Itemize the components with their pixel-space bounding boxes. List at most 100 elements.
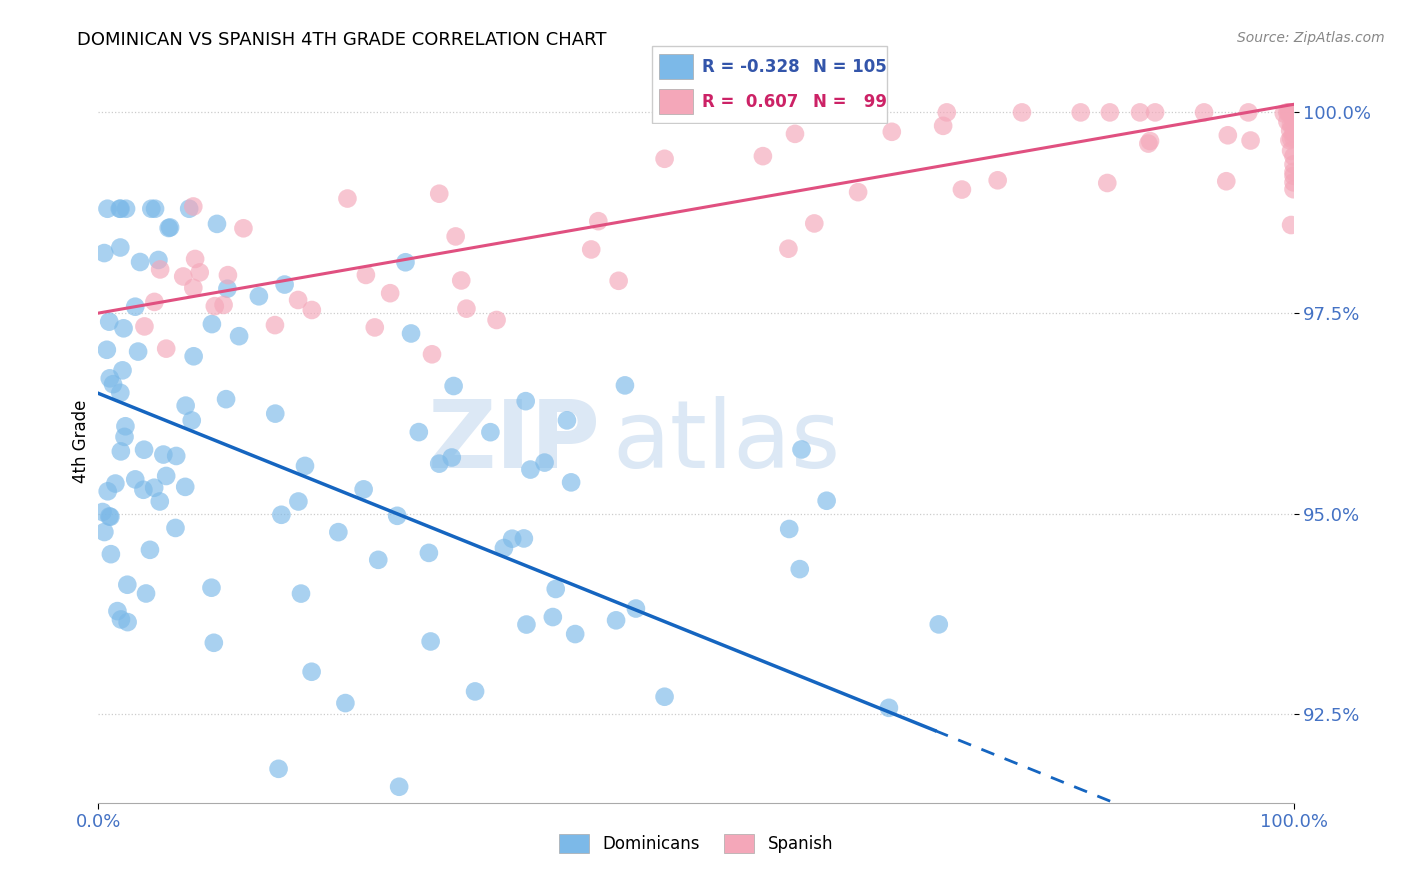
Point <box>456 301 478 316</box>
Point <box>987 173 1010 187</box>
Point <box>1282 169 1305 183</box>
Point <box>294 458 316 473</box>
Point <box>1139 134 1161 148</box>
Point <box>110 444 132 458</box>
Point <box>107 604 129 618</box>
Point <box>1282 105 1305 120</box>
Point <box>1282 182 1305 196</box>
Point <box>155 342 177 356</box>
Point <box>232 221 254 235</box>
Point <box>129 255 152 269</box>
Point <box>420 347 443 361</box>
Point <box>1279 123 1302 137</box>
Point <box>1282 105 1305 120</box>
Point <box>205 217 228 231</box>
Point <box>880 125 903 139</box>
Point <box>98 315 121 329</box>
Point <box>290 586 312 600</box>
Point <box>184 252 207 266</box>
Point <box>301 665 323 679</box>
Point <box>950 183 973 197</box>
Point <box>110 202 132 216</box>
Text: N =   99: N = 99 <box>813 93 887 112</box>
Point <box>134 319 156 334</box>
Y-axis label: 4th Grade: 4th Grade <box>72 400 90 483</box>
Point <box>1282 105 1305 120</box>
Point <box>124 472 146 486</box>
Point <box>419 634 441 648</box>
Point <box>143 202 166 216</box>
Point <box>394 255 416 269</box>
Point <box>1215 174 1237 188</box>
Text: ZIP: ZIP <box>427 395 600 488</box>
Point <box>124 300 146 314</box>
Point <box>188 265 211 279</box>
Point <box>101 377 124 392</box>
Point <box>464 684 486 698</box>
Point <box>1098 105 1121 120</box>
Point <box>560 475 582 490</box>
Point <box>110 385 132 400</box>
Point <box>247 289 270 303</box>
Point <box>1282 105 1305 120</box>
Point <box>555 413 578 427</box>
FancyBboxPatch shape <box>659 88 693 114</box>
Point <box>1279 118 1302 132</box>
Point <box>1282 105 1305 120</box>
Point <box>803 216 825 230</box>
Point <box>1216 128 1239 143</box>
Point <box>335 696 357 710</box>
Point <box>408 425 430 439</box>
Point <box>367 553 389 567</box>
Point <box>485 313 508 327</box>
Text: R = -0.328: R = -0.328 <box>703 58 800 76</box>
Point <box>270 508 292 522</box>
Point <box>1281 105 1303 120</box>
Point <box>1278 133 1301 147</box>
Point <box>1279 105 1302 120</box>
Point <box>202 636 225 650</box>
Point <box>96 202 118 216</box>
Point <box>541 610 564 624</box>
Point <box>287 293 309 307</box>
Point <box>815 493 838 508</box>
Point <box>174 480 197 494</box>
Point <box>427 186 450 201</box>
Point <box>148 252 170 267</box>
Point <box>387 508 409 523</box>
Point <box>544 582 567 596</box>
FancyBboxPatch shape <box>652 46 887 123</box>
Point <box>1011 105 1033 120</box>
Point <box>1282 157 1305 171</box>
Point <box>846 185 869 199</box>
Point <box>97 484 120 499</box>
Point <box>613 378 636 392</box>
Point <box>519 462 541 476</box>
Text: Source: ZipAtlas.com: Source: ZipAtlas.com <box>1237 31 1385 45</box>
Point <box>1279 105 1302 120</box>
Legend: Dominicans, Spanish: Dominicans, Spanish <box>553 827 839 860</box>
Point <box>149 494 172 508</box>
Point <box>789 562 811 576</box>
Point <box>117 615 139 629</box>
Point <box>1282 105 1305 120</box>
FancyBboxPatch shape <box>659 54 693 79</box>
Point <box>180 413 202 427</box>
Point <box>143 294 166 309</box>
Point <box>152 448 174 462</box>
Point <box>515 617 537 632</box>
Point <box>1279 105 1302 120</box>
Point <box>1282 105 1305 120</box>
Point <box>492 541 515 555</box>
Point <box>444 229 467 244</box>
Point <box>353 483 375 497</box>
Point <box>301 303 323 318</box>
Point <box>112 321 135 335</box>
Point <box>201 317 224 331</box>
Point <box>1279 131 1302 145</box>
Point <box>1097 176 1119 190</box>
Point <box>100 509 122 524</box>
Point <box>1281 105 1303 120</box>
Point <box>181 199 204 213</box>
Point <box>1279 218 1302 232</box>
